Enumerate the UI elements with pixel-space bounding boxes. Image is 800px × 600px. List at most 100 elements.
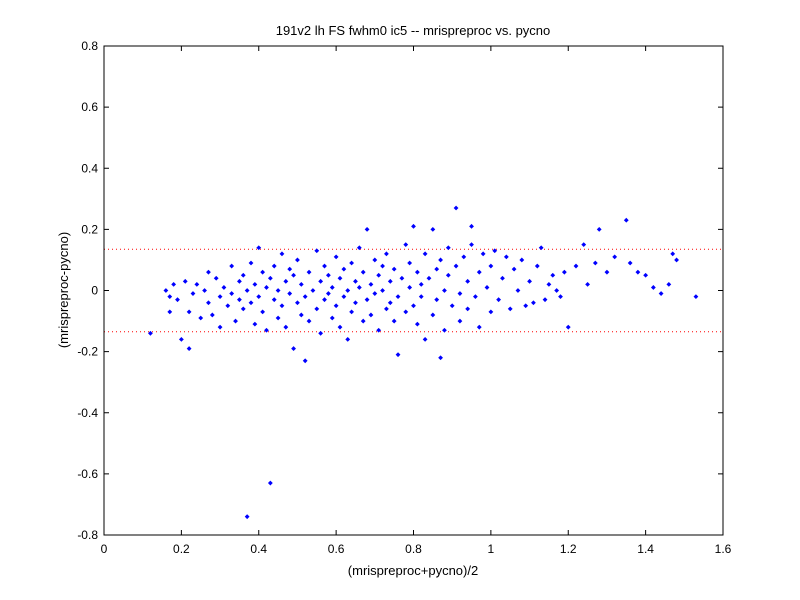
data-point — [198, 315, 204, 321]
data-point — [206, 300, 211, 306]
data-point — [480, 251, 486, 257]
data-point — [306, 318, 312, 324]
data-point — [237, 297, 242, 303]
data-point — [414, 269, 420, 275]
data-point — [511, 266, 517, 272]
data-point — [453, 205, 459, 211]
data-point — [418, 294, 424, 300]
data-point — [534, 263, 540, 269]
data-point — [457, 318, 463, 324]
data-point — [275, 315, 281, 321]
data-point — [476, 324, 482, 330]
data-point — [430, 226, 436, 232]
data-point — [612, 254, 618, 260]
data-point — [229, 263, 235, 269]
data-point — [275, 288, 281, 293]
data-point — [561, 269, 567, 275]
data-point — [252, 321, 258, 327]
data-point — [167, 309, 173, 315]
data-point — [190, 291, 196, 296]
data-point — [565, 324, 571, 330]
x-tick-label: 1.2 — [560, 542, 577, 556]
data-point — [581, 242, 587, 248]
x-tick-label: 1.6 — [715, 542, 732, 556]
data-point — [345, 288, 351, 293]
data-point — [527, 278, 532, 284]
data-point — [523, 303, 529, 309]
data-point — [271, 263, 277, 269]
data-point — [391, 266, 397, 272]
data-point — [461, 254, 467, 260]
data-point — [573, 263, 579, 269]
data-point — [256, 294, 262, 300]
y-tick-label: -0.2 — [77, 345, 98, 359]
data-point — [465, 306, 471, 312]
data-point — [194, 281, 200, 287]
x-tick-label: 0.6 — [328, 542, 345, 556]
data-point — [442, 327, 447, 333]
data-point — [186, 346, 192, 351]
data-points — [148, 205, 699, 520]
data-point — [186, 309, 192, 315]
data-point — [295, 257, 300, 263]
data-point — [163, 288, 169, 293]
data-point — [670, 251, 676, 257]
data-point — [291, 346, 296, 351]
data-point — [360, 318, 366, 324]
data-point — [353, 300, 358, 306]
data-point — [488, 263, 494, 269]
data-point — [507, 306, 513, 312]
data-point — [345, 337, 351, 342]
data-point — [372, 291, 378, 296]
data-point — [542, 297, 548, 303]
data-point — [434, 266, 440, 272]
y-tick-label: 0.4 — [81, 161, 98, 175]
y-axis-label: (mrispreproc-pycno) — [56, 232, 71, 348]
data-point — [403, 309, 409, 315]
data-point — [643, 272, 649, 278]
data-point — [349, 260, 354, 266]
data-point — [213, 275, 219, 281]
data-point — [426, 275, 432, 281]
data-point — [337, 324, 343, 330]
data-point — [500, 275, 505, 281]
data-point — [384, 306, 389, 312]
data-point — [287, 266, 293, 272]
data-point — [434, 297, 440, 303]
y-tick-label: -0.6 — [77, 467, 98, 481]
data-point — [387, 278, 393, 284]
data-point — [279, 303, 285, 309]
data-point — [658, 291, 664, 296]
data-point — [264, 327, 269, 333]
data-point — [623, 217, 629, 223]
data-point — [291, 272, 296, 278]
data-point — [403, 242, 409, 248]
data-point — [395, 352, 401, 358]
data-point — [407, 285, 413, 290]
x-tick-label: 0.4 — [250, 542, 267, 556]
data-point — [175, 297, 180, 303]
data-point — [341, 266, 347, 272]
y-tick-label: 0 — [91, 284, 98, 298]
x-tick-label: 1.4 — [637, 542, 654, 556]
data-point — [666, 281, 672, 287]
data-point — [314, 248, 320, 254]
x-tick-label: 1 — [488, 542, 495, 556]
data-point — [380, 288, 385, 293]
data-point — [538, 245, 544, 251]
data-point — [380, 263, 385, 269]
data-point — [318, 278, 324, 284]
data-point — [395, 294, 401, 300]
data-point — [604, 269, 610, 275]
data-point — [298, 281, 304, 287]
data-point — [206, 269, 211, 275]
data-point — [329, 285, 335, 290]
data-point — [391, 318, 397, 324]
data-point — [496, 297, 502, 303]
data-point — [267, 480, 273, 486]
data-point — [229, 291, 235, 296]
data-point — [407, 260, 413, 266]
data-point — [283, 278, 289, 284]
data-point — [349, 309, 354, 315]
